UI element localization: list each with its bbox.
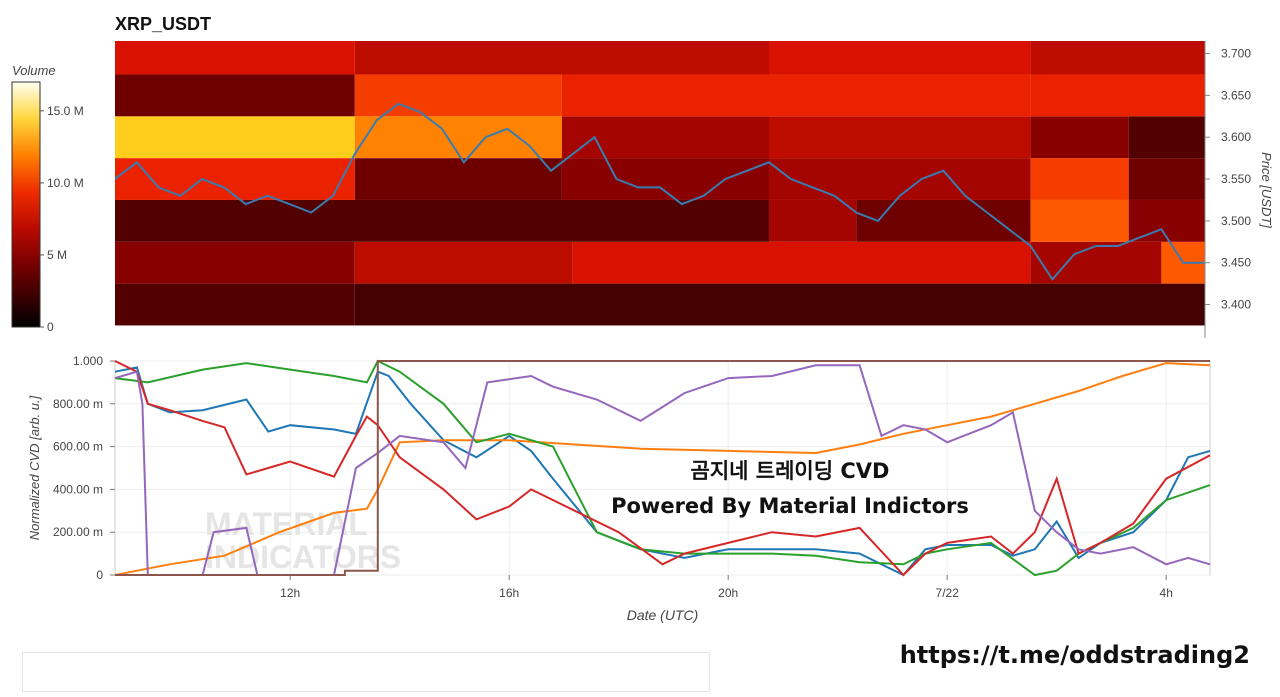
heatmap-cell xyxy=(115,74,355,117)
heatmap-cell xyxy=(1030,241,1162,284)
price-tick-label: 3.400 xyxy=(1221,298,1251,312)
cvd-xtick-label: 7/22 xyxy=(936,586,960,600)
overlay-subtitle: Powered By Material Indictors xyxy=(611,494,969,518)
cvd-ytick-label: 600.00 m xyxy=(53,440,103,454)
cvd-series-line xyxy=(114,362,1211,576)
heatmap-cell xyxy=(856,199,1031,242)
heatmap-cell xyxy=(1030,158,1129,200)
overlay-title: 곰지네 트레이딩 CVD xyxy=(691,459,890,483)
heatmap-cell xyxy=(1128,158,1205,200)
price-tick-label: 3.650 xyxy=(1221,88,1251,102)
heatmap-cell xyxy=(354,158,562,200)
heatmap-cell xyxy=(1030,116,1129,159)
watermark-line2: INDICATORS xyxy=(205,539,401,575)
telegram-link[interactable]: https://t.me/oddstrading2 xyxy=(899,641,1250,669)
cvd-ytick-label: 800.00 m xyxy=(53,397,103,411)
cvd-xtick-label: 12h xyxy=(280,586,300,600)
colorbar-tick-label: 10.0 M xyxy=(47,176,84,190)
heatmap-cell xyxy=(354,74,562,117)
cvd-ytick-label: 200.00 m xyxy=(53,525,103,539)
heatmap-cell xyxy=(1128,199,1205,242)
heatmap-cell xyxy=(1128,116,1205,159)
cvd-series-line xyxy=(115,360,1210,576)
heatmap-cell xyxy=(115,241,355,284)
price-tick-label: 3.450 xyxy=(1221,256,1251,270)
heatmap-cell xyxy=(354,241,573,284)
price-tick-label: 3.550 xyxy=(1221,172,1251,186)
heatmap-cell xyxy=(115,199,769,242)
cvd-ytick-label: 1.000 xyxy=(73,354,103,368)
heatmap-cell xyxy=(769,41,1031,75)
cvd-ytick-label: 0 xyxy=(96,568,103,582)
heatmap-cell xyxy=(769,116,1031,159)
heatmap-cell xyxy=(1030,199,1129,242)
price-axis-label: Price [USDT] xyxy=(1259,152,1274,228)
heatmap-cell xyxy=(572,241,1031,284)
heatmap-cell xyxy=(354,116,562,159)
heatmap-cell xyxy=(115,116,355,159)
heatmap-cell xyxy=(115,283,355,326)
price-line xyxy=(114,102,1205,282)
heatmap-cell xyxy=(769,158,1031,200)
colorbar-tick-label: 0 xyxy=(47,320,54,334)
colorbar-tick-label: 5 M xyxy=(47,248,67,262)
heatmap-cell xyxy=(561,116,769,159)
heatmap-cell xyxy=(561,74,1031,117)
chart-title: XRP_USDT xyxy=(115,14,212,34)
price-tick-label: 3.500 xyxy=(1221,214,1251,228)
cvd-ytick-label: 400.00 m xyxy=(53,482,103,496)
cvd-series-line xyxy=(114,360,1211,577)
cvd-xtick-label: 4h xyxy=(1160,586,1173,600)
colorbar-tick-label: 15.0 M xyxy=(47,104,84,118)
cvd-x-axis-label: Date (UTC) xyxy=(627,607,699,623)
legend xyxy=(22,652,710,692)
heatmap-cell xyxy=(115,41,355,75)
heatmap-cell xyxy=(354,283,1205,326)
heatmap-cell xyxy=(1030,74,1205,117)
colorbar-label: Volume xyxy=(12,63,56,78)
heatmap-cell xyxy=(1030,41,1205,75)
heatmap-cell xyxy=(115,158,355,200)
heatmap-cell xyxy=(354,41,769,75)
price-tick-label: 3.700 xyxy=(1221,47,1251,61)
heatmap-cell xyxy=(561,158,769,200)
colorbar xyxy=(11,81,41,328)
cvd-xtick-label: 20h xyxy=(718,586,738,600)
cvd-series-line xyxy=(114,364,1211,576)
price-tick-label: 3.600 xyxy=(1221,130,1251,144)
cvd-xtick-label: 16h xyxy=(499,586,519,600)
heatmap-cell xyxy=(769,199,857,242)
cvd-y-axis-label: Normalized CVD [arb. u.] xyxy=(27,395,42,540)
